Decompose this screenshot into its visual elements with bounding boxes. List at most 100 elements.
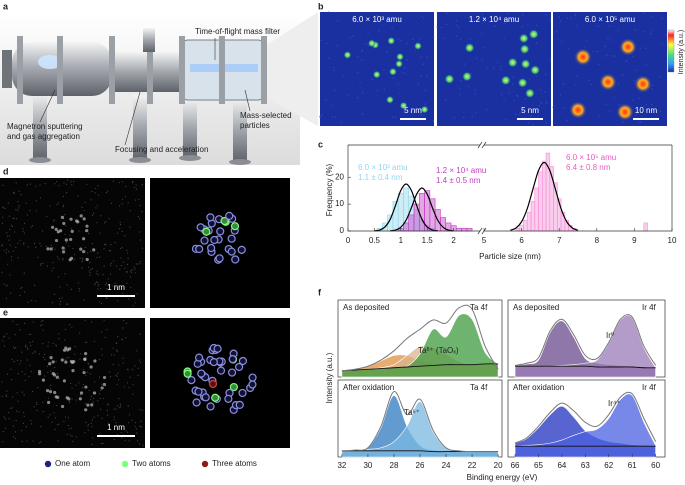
histogram-bar [541,160,547,232]
noise [68,245,70,247]
atom [92,248,96,252]
noise [5,285,7,287]
noise [52,342,54,344]
noise [340,121,343,124]
noise [72,440,74,442]
noise [443,37,445,40]
noise [5,394,7,396]
noise [115,408,117,410]
noise [112,180,115,182]
x-tick-label: 20 [494,461,503,470]
noise [81,206,83,209]
cluster [599,73,617,91]
noise [113,438,115,441]
noise [101,354,103,356]
noise [606,54,609,56]
noise [35,200,38,202]
noise [503,37,505,40]
atom [56,395,60,399]
noise [103,222,106,224]
noise [54,248,56,250]
noise [665,34,668,37]
noise [99,433,101,435]
noise [71,184,73,186]
noise [397,38,400,40]
noise [102,442,104,445]
noise [71,427,73,429]
flange [17,36,23,104]
noise [128,387,130,389]
atom [37,369,42,374]
noise [124,235,126,237]
atom [48,362,52,366]
noise [75,399,77,401]
noise [540,102,543,105]
histogram-bar [413,203,420,232]
noise [605,103,608,105]
cluster [528,29,539,40]
noise [139,333,141,335]
noise [79,332,81,334]
noise [24,373,26,375]
noise [34,350,36,352]
noise [119,407,121,409]
panel-label: a [3,1,9,11]
noise [134,426,136,428]
cluster [574,48,592,66]
noise [14,431,17,433]
noise [119,228,121,230]
noise [96,256,98,259]
noise [137,367,139,369]
noise [100,302,103,305]
noise [13,193,15,195]
x-tick-label: 5 [482,236,487,245]
flange [57,36,63,104]
noise [650,32,652,35]
noise [651,84,654,87]
noise [140,426,142,428]
noise [87,423,89,425]
noise [117,335,119,338]
noise [87,252,89,254]
noise [140,420,142,422]
noise [613,96,616,99]
atom [60,358,64,362]
noise [26,440,28,442]
noise [17,257,19,259]
noise [44,182,46,185]
noise [128,440,130,442]
atom-marker [209,358,218,367]
noise [422,17,425,20]
noise [555,30,558,33]
noise [63,420,65,423]
noise [99,393,101,395]
noise [11,358,13,360]
noise [138,231,141,233]
cluster [395,59,404,68]
noise [331,104,334,107]
annotation: Ir 4f [642,383,657,392]
noise [392,77,395,79]
flange [179,36,185,104]
atom [93,359,97,363]
noise [117,379,120,381]
noise [67,417,69,419]
noise [106,409,108,412]
atom [82,237,86,241]
noise [85,341,88,344]
noise [118,364,120,366]
noise [22,230,24,232]
noise [85,356,87,358]
noise [139,409,141,411]
noise [47,416,49,418]
noise [432,36,435,38]
noise [130,270,132,272]
noise [521,25,524,28]
noise [586,40,588,42]
chamber-glow [38,55,62,69]
noise [50,370,52,372]
noise [115,342,117,344]
noise [47,397,50,399]
noise [27,246,29,248]
